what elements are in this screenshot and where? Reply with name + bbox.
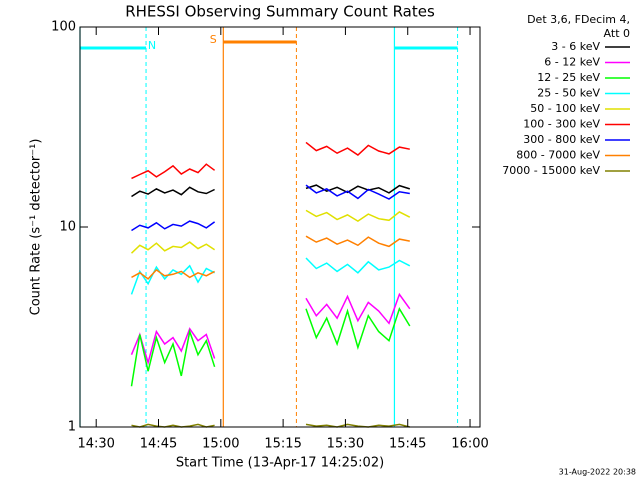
y-tick-label: 100 [51, 20, 76, 35]
x-tick-label: 14:30 [77, 437, 114, 452]
timestamp: 31-Aug-2022 20:38 [559, 468, 636, 477]
series-line [131, 235, 410, 280]
legend-label: 7000 - 15000 keV [502, 164, 600, 177]
legend-label: 12 - 25 keV [537, 71, 600, 84]
series-line [130, 292, 411, 366]
legend-label: 6 - 12 keV [544, 56, 600, 69]
x-tick-label: 16:00 [451, 437, 488, 452]
legend-label: 50 - 100 keV [530, 102, 600, 115]
x-tick-label: 15:30 [327, 437, 364, 452]
legend-header: Att 0 [604, 27, 630, 40]
y-axis-label: Count Rate (s⁻¹ detector⁻¹) [29, 139, 44, 316]
series-line [130, 209, 411, 254]
x-axis-label: Start Time (13-Apr-17 14:25:02) [176, 456, 384, 471]
legend-header: Det 3,6, FDecim 4, [527, 13, 630, 26]
legend-label: 100 - 300 keV [523, 118, 600, 131]
y-tick-label: 1 [68, 420, 76, 435]
series-line [130, 257, 411, 295]
x-tick-label: 15:45 [389, 437, 426, 452]
x-tick-label: 14:45 [140, 437, 177, 452]
flag-label: S [210, 33, 217, 46]
series-line [131, 184, 410, 232]
series-line [130, 307, 411, 387]
x-tick-label: 15:00 [202, 437, 239, 452]
flag-label: N [148, 39, 156, 52]
axes-frame [79, 26, 481, 428]
legend-label: 300 - 800 keV [523, 133, 600, 146]
series-line [131, 184, 411, 198]
chart-title: RHESSI Observing Summary Count Rates [125, 3, 435, 21]
legend-label: 800 - 7000 keV [516, 149, 600, 162]
legend-label: 25 - 50 keV [537, 87, 600, 100]
x-tick-label: 15:15 [264, 437, 301, 452]
series-line [131, 141, 410, 180]
legend-label: 3 - 6 keV [551, 40, 600, 53]
series-line [131, 423, 410, 428]
y-tick-label: 10 [59, 220, 76, 235]
